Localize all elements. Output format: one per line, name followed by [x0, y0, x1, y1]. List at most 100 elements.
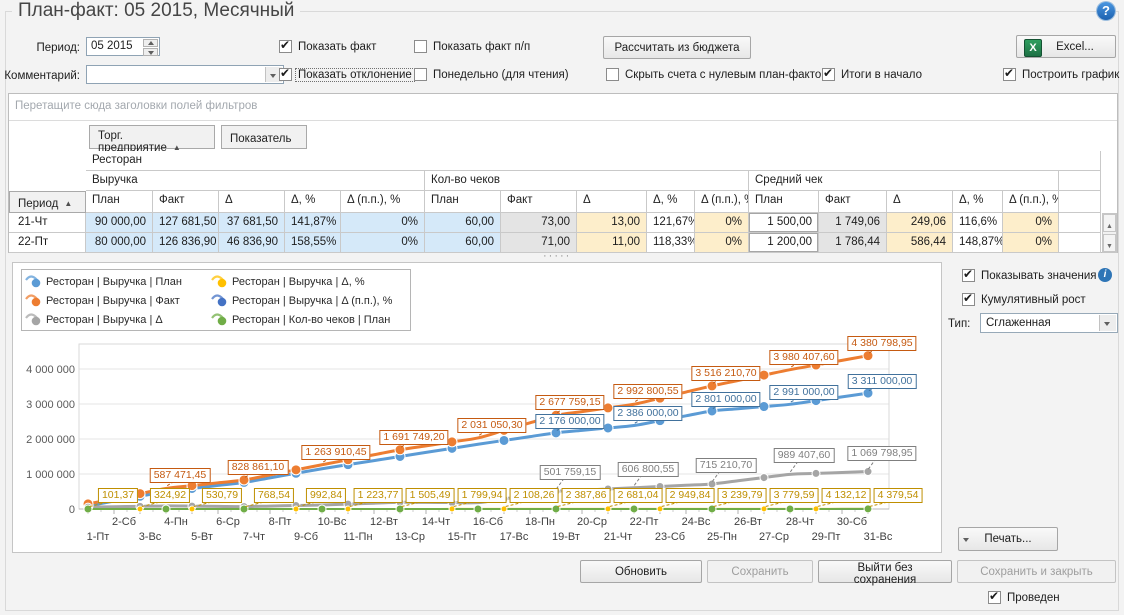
pivot-measure-header: Δ, %	[647, 191, 695, 213]
svg-text:26-Вт: 26-Вт	[734, 516, 762, 528]
svg-text:12-Вт: 12-Вт	[370, 516, 398, 528]
plan-fact-window: { "window": { "title": "План-факт: 05 20…	[0, 0, 1124, 615]
field-button-measure[interactable]: Показатель	[221, 125, 307, 149]
svg-text:1 000 000: 1 000 000	[26, 469, 75, 481]
svg-text:10-Вс: 10-Вс	[318, 516, 347, 528]
print-button[interactable]: Печать...	[958, 527, 1058, 551]
svg-text:27-Ср: 27-Ср	[759, 531, 789, 543]
pivot-cell: 60,00	[425, 213, 501, 233]
chart-value-label: 1 223,77	[354, 488, 403, 503]
spin-up-button[interactable]	[143, 39, 158, 47]
refresh-button[interactable]: Обновить	[580, 560, 702, 583]
save-and-close-button[interactable]: Сохранить и закрыть	[957, 560, 1116, 583]
chart-type-dropdown-button[interactable]	[1099, 315, 1116, 331]
pivot-cell[interactable]: 1 200,00	[749, 233, 819, 253]
period-header-label: Период	[18, 198, 58, 210]
vertical-scrollbar[interactable]: ▲ ▼	[1102, 213, 1117, 253]
hide-zero-label[interactable]: Скрыть счета с нулевым план-фактом	[625, 69, 829, 81]
chart-value-label: 4 132,12	[822, 488, 871, 503]
chart-value-label: 2 108,26	[510, 488, 559, 503]
pivot-measure-header: Δ (п.п.), %	[1003, 191, 1059, 213]
pivot-row-header[interactable]: 21-Чт	[9, 213, 86, 233]
build-chart-checkbox[interactable]	[1003, 68, 1016, 81]
pivot-cell-filler	[1059, 233, 1101, 253]
chart-value-label: 1 691 749,20	[379, 430, 448, 445]
cumulative-label[interactable]: Кумулятивный рост	[981, 294, 1086, 306]
pivot-measure-filler	[1059, 191, 1101, 213]
pivot-measure-header: Δ (п.п.), %	[341, 191, 425, 213]
chart-value-label: 3 516 210,70	[691, 366, 760, 381]
show-values-checkbox[interactable]	[962, 269, 975, 282]
field-button-org[interactable]: Торг. предприятие▲	[89, 125, 215, 149]
pivot-measure-header: Δ, %	[953, 191, 1003, 213]
chart-value-label: 101,37	[98, 488, 138, 503]
scroll-down-button[interactable]: ▼	[1103, 234, 1116, 252]
svg-text:7-Чт: 7-Чт	[243, 531, 265, 543]
show-fact-pp-label[interactable]: Показать факт п/п	[433, 41, 530, 53]
calc-from-budget-button[interactable]: Рассчитать из бюджета	[603, 36, 751, 59]
pivot-cell: 116,6%	[953, 213, 1003, 233]
pivot-cell: 0%	[1003, 213, 1059, 233]
hint-divider	[9, 120, 1117, 121]
totals-first-checkbox[interactable]	[822, 68, 835, 81]
pivot-group-filler	[1059, 171, 1101, 191]
pivot-cell[interactable]: 1 500,00	[749, 213, 819, 233]
posted-label[interactable]: Проведен	[1007, 592, 1060, 604]
excel-button-label: Excel...	[1056, 41, 1094, 53]
svg-text:5-Вт: 5-Вт	[191, 531, 213, 543]
period-spinner[interactable]: 05 2015	[86, 37, 160, 56]
show-deviation-checkbox[interactable]	[279, 68, 292, 81]
info-icon[interactable]: i	[1098, 268, 1112, 282]
help-icon[interactable]: ?	[1097, 2, 1115, 20]
show-fact-label[interactable]: Показать факт	[298, 41, 376, 53]
svg-text:21-Чт: 21-Чт	[604, 531, 632, 543]
show-deviation-label[interactable]: Показать отклонение	[296, 69, 414, 81]
chart-value-label: 3 239,79	[718, 488, 767, 503]
cumulative-checkbox[interactable]	[962, 293, 975, 306]
pivot-row-header[interactable]: 22-Пт	[9, 233, 86, 253]
show-values-label[interactable]: Показывать значения	[981, 270, 1096, 282]
filter-drop-hint: Перетащите сюда заголовки полей фильтров	[15, 100, 257, 112]
chart-value-label: 501 759,15	[540, 465, 601, 480]
pivot-cell: 148,87%	[953, 233, 1003, 253]
pivot-cell: 73,00	[501, 213, 577, 233]
pivot-measure-header: Факт	[153, 191, 219, 213]
period-label: Период:	[10, 42, 80, 54]
pivot-cell: 60,00	[425, 233, 501, 253]
build-chart-label[interactable]: Построить график	[1022, 69, 1119, 81]
pivot-table: Перетащите сюда заголовки полей фильтров…	[8, 93, 1118, 253]
chart-value-label: 324,92	[150, 488, 190, 503]
pivot-group-revenue: Выручка	[86, 171, 425, 191]
totals-first-label[interactable]: Итоги в начало	[841, 69, 922, 81]
comment-combobox[interactable]	[86, 65, 284, 84]
chart-value-label: 530,79	[202, 488, 242, 503]
period-column-header[interactable]: Период▲	[9, 191, 86, 213]
chevron-down-icon	[1104, 322, 1110, 326]
chart-value-label: 4 380 798,95	[847, 336, 916, 351]
pivot-group-checks: Кол-во чеков	[425, 171, 749, 191]
print-dropdown-icon	[963, 538, 969, 542]
chart-type-select[interactable]: Сглаженная	[980, 313, 1118, 333]
weekly-checkbox[interactable]	[414, 68, 427, 81]
svg-text:2-Сб: 2-Сб	[112, 516, 136, 528]
pivot-cell: 586,44	[887, 233, 953, 253]
show-fact-pp-checkbox[interactable]	[414, 40, 427, 53]
pivot-cell: 0%	[695, 213, 749, 233]
pivot-cell: 249,06	[887, 213, 953, 233]
save-button[interactable]: Сохранить	[707, 560, 813, 583]
excel-button[interactable]: X Excel...	[1016, 35, 1116, 58]
posted-checkbox[interactable]	[988, 591, 1001, 604]
print-button-label: Печать...	[984, 533, 1031, 545]
splitter-handle[interactable]: ·····	[543, 250, 571, 262]
weekly-label[interactable]: Понедельно (для чтения)	[433, 69, 569, 81]
scroll-up-button[interactable]: ▲	[1103, 214, 1116, 232]
svg-text:15-Пт: 15-Пт	[448, 531, 477, 543]
chart-type-label: Тип:	[948, 318, 970, 330]
svg-text:2 000 000: 2 000 000	[26, 434, 75, 446]
pivot-cell: 126 836,90	[153, 233, 219, 253]
spin-down-button[interactable]	[143, 48, 158, 56]
hide-zero-checkbox[interactable]	[606, 68, 619, 81]
show-fact-checkbox[interactable]	[279, 40, 292, 53]
exit-without-saving-button[interactable]: Выйти без сохранения	[818, 560, 952, 583]
pivot-measure-header: Δ (п.п.), %	[695, 191, 749, 213]
